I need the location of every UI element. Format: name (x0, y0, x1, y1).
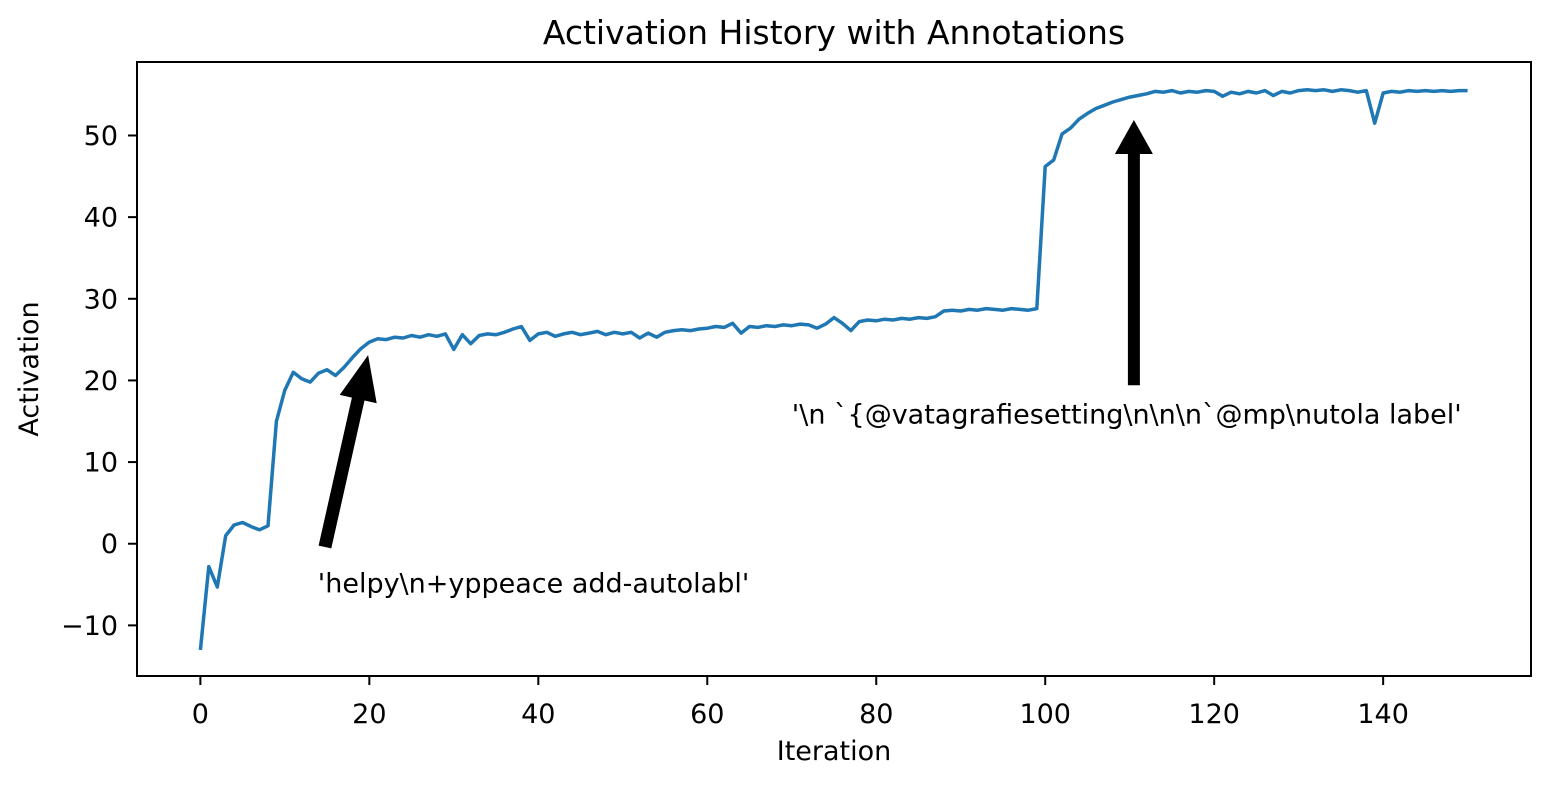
annotation-arrow (1114, 120, 1153, 386)
x-axis-label: Iteration (777, 736, 892, 767)
annotation-text: '\n `{@vatagrafiesetting\n\n\n`@mp\nutol… (792, 400, 1462, 431)
y-axis-label: Activation (14, 301, 45, 436)
x-tick-label: 100 (1019, 699, 1071, 730)
y-tick-label: 40 (84, 203, 118, 234)
x-tick-label: 20 (352, 699, 386, 730)
x-tick-label: 60 (690, 699, 724, 730)
y-tick-label: 20 (84, 366, 118, 397)
y-tick-label: 0 (101, 529, 118, 560)
activation-line (198, 88, 1468, 651)
plot-border (136, 61, 1532, 677)
x-tick-label: 140 (1357, 699, 1409, 730)
axis-ticks: 0 20 40 60 80 100 120 140 −10 0 10 20 30 40 50 (61, 121, 1409, 730)
x-tick-label: 40 (521, 699, 555, 730)
annotation-arrow (318, 355, 377, 549)
data-series (198, 88, 1468, 651)
y-tick-label: −10 (61, 611, 118, 642)
annotations-layer: 'helpy\n+yppeace add-autolabl' '\n `{@vat… (318, 120, 1462, 600)
y-tick-label: 50 (84, 121, 118, 152)
y-tick-label: 30 (84, 284, 118, 315)
chart-title: Activation History with Annotations (543, 13, 1125, 52)
x-tick-label: 0 (192, 699, 209, 730)
annotation-text: 'helpy\n+yppeace add-autolabl' (318, 569, 750, 600)
x-tick-label: 80 (859, 699, 893, 730)
y-tick-label: 10 (84, 448, 118, 479)
x-tick-label: 120 (1188, 699, 1240, 730)
